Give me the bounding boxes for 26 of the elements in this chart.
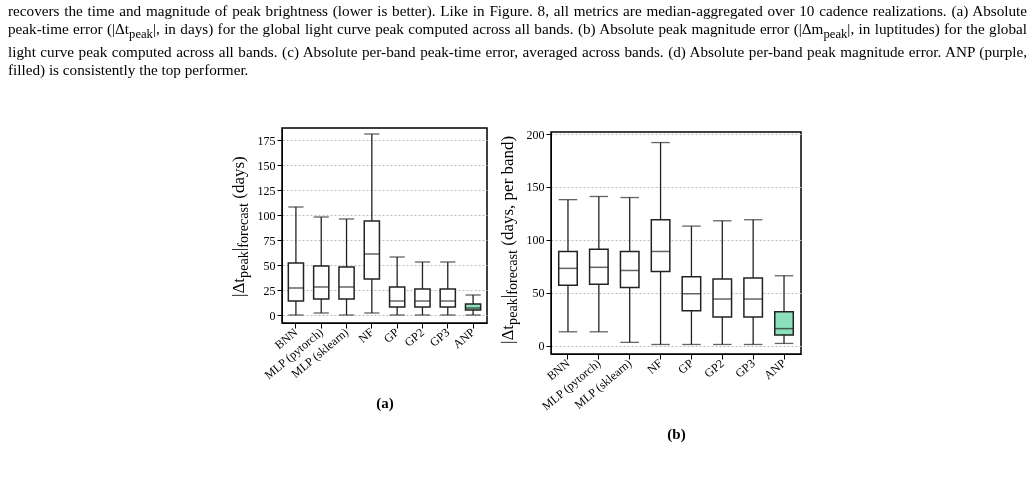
x-tick-label: GP3: [426, 325, 453, 350]
x-tick-label: GP: [380, 324, 402, 346]
x-tick-label: GP2: [401, 325, 427, 350]
y-tick-label: 75: [263, 233, 276, 248]
x-axis-title: (a): [376, 394, 394, 412]
y-tick-label: 50: [263, 258, 276, 273]
x-tick-label: NF: [644, 355, 666, 377]
y-tick-label: 125: [257, 183, 276, 198]
x-tick-label: ANP: [450, 324, 478, 352]
y-tick-label: 200: [526, 127, 545, 142]
x-tick-label: GP: [675, 355, 697, 377]
y-tick-label: 150: [526, 180, 545, 195]
y-tick-label: 175: [257, 133, 276, 148]
x-tick-label: NF: [355, 324, 377, 346]
y-tick-label: 100: [257, 208, 276, 223]
y-tick-label: 100: [526, 233, 545, 248]
x-tick-label: GP3: [732, 356, 759, 381]
x-tick-label: GP2: [701, 356, 728, 381]
y-tick-label: 25: [263, 283, 276, 298]
x-axis-title: (b): [667, 425, 687, 443]
y-tick-label: 150: [257, 158, 276, 173]
x-tick-label: ANP: [761, 355, 790, 383]
y-tick-label: 0: [538, 339, 545, 354]
y-tick-label: 50: [532, 286, 545, 301]
y-tick-label: 0: [269, 308, 276, 323]
text: recovers the time and magnitude of peak brightness (lower is better). Like in Figure. 8, all metrics are median-aggregated over 10 cadence realizations. (a) Absolute peak-time error (|Δt$_{peak}$|, in days) for the global light curve peak computed across all bands. (b) Absolute peak magnitude error (|Δm$_{peak}$|, in luptitudes) for the global light curve peak computed across all bands. (c) Absolute per-band peak-time error, averaged across bands. (d) Absolute per-band peak magnitude error. ANP (purple, filled) is consistently the top performer.: [8, 2, 1027, 80]
